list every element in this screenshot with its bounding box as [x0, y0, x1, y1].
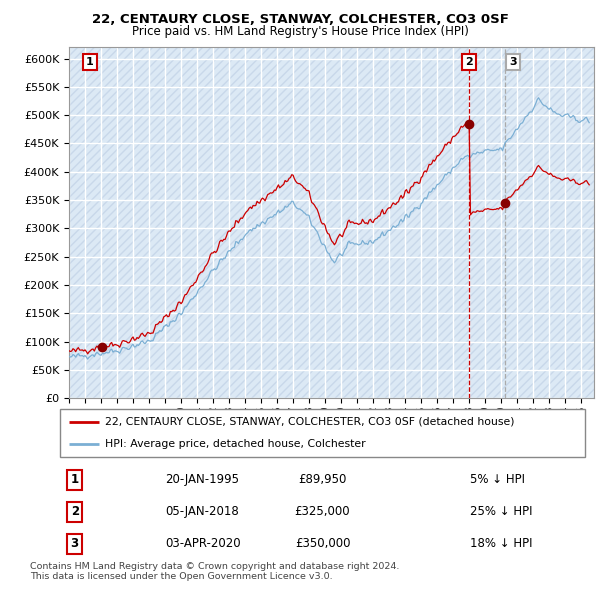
Text: £89,950: £89,950: [298, 473, 347, 486]
FancyBboxPatch shape: [60, 409, 585, 457]
Text: 3: 3: [509, 57, 517, 67]
Text: 22, CENTAURY CLOSE, STANWAY, COLCHESTER, CO3 0SF (detached house): 22, CENTAURY CLOSE, STANWAY, COLCHESTER,…: [104, 417, 514, 427]
Text: 1: 1: [71, 473, 79, 486]
Text: Contains HM Land Registry data © Crown copyright and database right 2024.
This d: Contains HM Land Registry data © Crown c…: [30, 562, 400, 581]
Text: Price paid vs. HM Land Registry's House Price Index (HPI): Price paid vs. HM Land Registry's House …: [131, 25, 469, 38]
Text: 18% ↓ HPI: 18% ↓ HPI: [470, 537, 532, 550]
Text: 25% ↓ HPI: 25% ↓ HPI: [470, 505, 532, 518]
Text: £325,000: £325,000: [295, 505, 350, 518]
Text: 03-APR-2020: 03-APR-2020: [165, 537, 241, 550]
Text: £350,000: £350,000: [295, 537, 350, 550]
Text: 3: 3: [71, 537, 79, 550]
Text: 5% ↓ HPI: 5% ↓ HPI: [470, 473, 524, 486]
Text: 2: 2: [71, 505, 79, 518]
Text: HPI: Average price, detached house, Colchester: HPI: Average price, detached house, Colc…: [104, 439, 365, 449]
Text: 22, CENTAURY CLOSE, STANWAY, COLCHESTER, CO3 0SF: 22, CENTAURY CLOSE, STANWAY, COLCHESTER,…: [92, 13, 508, 26]
Text: 1: 1: [86, 57, 94, 67]
Text: 05-JAN-2018: 05-JAN-2018: [165, 505, 239, 518]
Text: 2: 2: [466, 57, 473, 67]
Text: 20-JAN-1995: 20-JAN-1995: [165, 473, 239, 486]
